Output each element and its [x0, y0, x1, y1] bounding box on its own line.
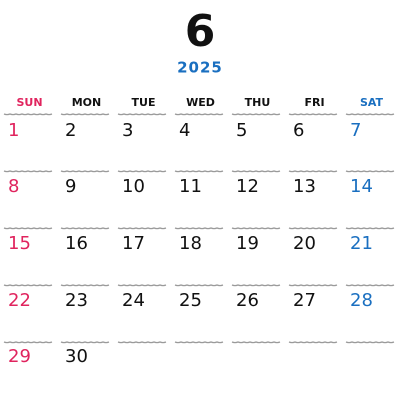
day-number: 11 [179, 176, 202, 197]
day-number: 16 [65, 233, 88, 254]
day-number: 30 [65, 346, 88, 367]
day-number: 18 [179, 233, 202, 254]
day-number: 12 [236, 176, 259, 197]
day-number: 8 [8, 176, 19, 197]
rule-line [345, 113, 395, 116]
day-number: 26 [236, 290, 259, 311]
rule-line [174, 341, 224, 344]
rule-line [117, 227, 167, 230]
weekday-label: TUE [132, 96, 156, 109]
day-number: 6 [293, 120, 304, 141]
day-number: 29 [8, 346, 31, 367]
rule-line [174, 170, 224, 173]
day-number: 7 [350, 120, 361, 141]
rule-line [345, 341, 395, 344]
day-number: 23 [65, 290, 88, 311]
day-number: 17 [122, 233, 145, 254]
rule-line [288, 284, 338, 287]
month-title: 6 [185, 6, 216, 57]
rule-line [231, 113, 281, 116]
rule-line [174, 113, 224, 116]
day-number: 22 [8, 290, 31, 311]
rule-line [288, 341, 338, 344]
year-label: 2025 [177, 59, 223, 77]
rule-line [3, 227, 53, 230]
weekday-label: FRI [304, 96, 324, 109]
day-number: 28 [350, 290, 373, 311]
rule-line [60, 341, 110, 344]
rule-line [345, 284, 395, 287]
rule-line [345, 227, 395, 230]
rule-line [174, 284, 224, 287]
day-number: 2 [65, 120, 76, 141]
day-number: 4 [179, 120, 190, 141]
day-number: 27 [293, 290, 316, 311]
day-number: 5 [236, 120, 247, 141]
rule-line [288, 170, 338, 173]
rule-line [231, 170, 281, 173]
rule-line [3, 341, 53, 344]
day-number: 1 [8, 120, 19, 141]
day-number: 20 [293, 233, 316, 254]
weekday-label: SUN [16, 96, 42, 109]
day-number: 25 [179, 290, 202, 311]
day-number: 9 [65, 176, 76, 197]
rule-line [231, 284, 281, 287]
rule-line [3, 113, 53, 116]
weekday-label: THU [245, 96, 271, 109]
weekday-label: MON [72, 96, 102, 109]
rule-line [3, 284, 53, 287]
day-number: 15 [8, 233, 31, 254]
day-number: 19 [236, 233, 259, 254]
weekday-label: SAT [360, 96, 384, 109]
rule-line [117, 170, 167, 173]
rule-line [117, 284, 167, 287]
rule-line [345, 170, 395, 173]
rule-line [3, 170, 53, 173]
day-number: 14 [350, 176, 373, 197]
rule-line [231, 341, 281, 344]
weekday-label: WED [186, 96, 215, 109]
day-number: 21 [350, 233, 373, 254]
day-number: 10 [122, 176, 145, 197]
rule-line [60, 284, 110, 287]
rule-line [60, 170, 110, 173]
day-number: 13 [293, 176, 316, 197]
rule-line [288, 113, 338, 116]
rule-line [231, 227, 281, 230]
rule-line [117, 113, 167, 116]
rule-line [117, 341, 167, 344]
day-number: 24 [122, 290, 145, 311]
rule-line [288, 227, 338, 230]
day-number: 3 [122, 120, 133, 141]
rule-line [60, 227, 110, 230]
rule-line [60, 113, 110, 116]
rule-line [174, 227, 224, 230]
